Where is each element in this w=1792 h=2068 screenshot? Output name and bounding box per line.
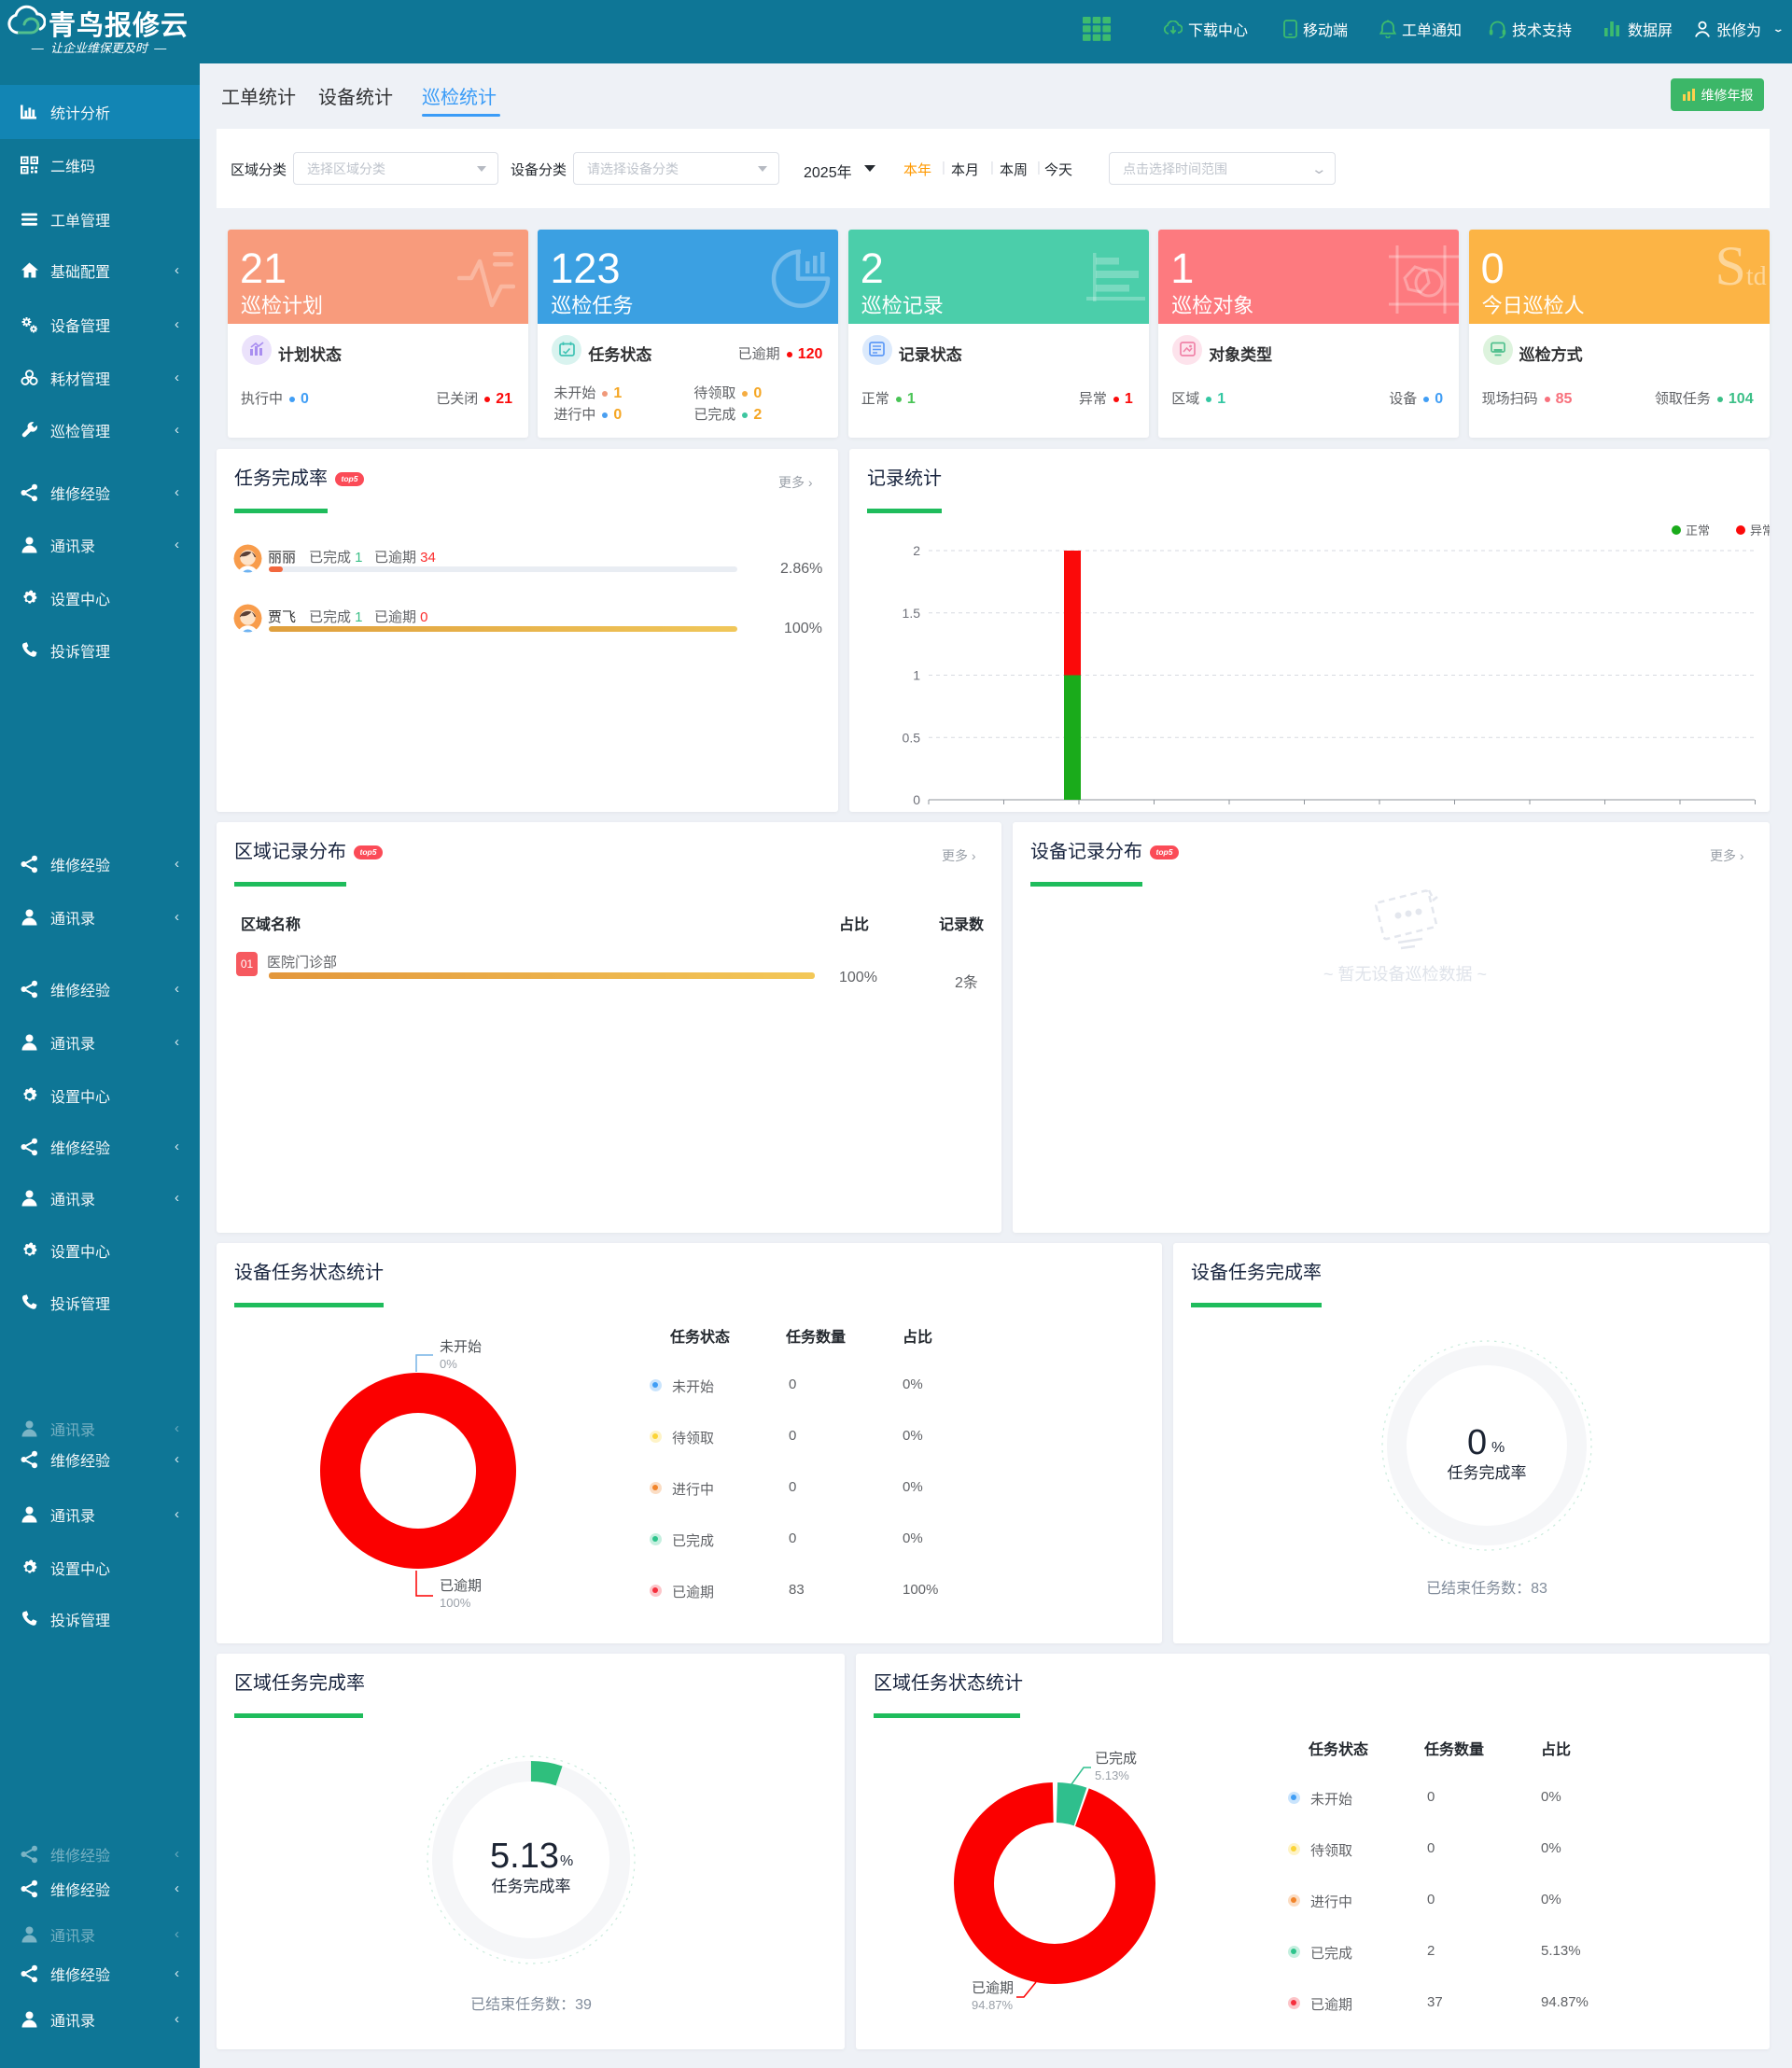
svg-text:任务完成率: 任务完成率	[492, 1878, 571, 1895]
svg-text:已完成: 已完成	[1095, 1751, 1137, 1767]
svg-text:2: 2	[913, 543, 920, 558]
svg-text:0: 0	[1467, 1423, 1487, 1462]
svg-text:异常: 异常	[1750, 524, 1770, 538]
svg-text:已逾期: 已逾期	[440, 1578, 482, 1594]
svg-text:正常: 正常	[1686, 524, 1710, 538]
svg-text:已结束任务数：39: 已结束任务数：39	[470, 1996, 592, 2013]
svg-text:未开始: 未开始	[440, 1339, 482, 1355]
svg-text:任务完成率: 任务完成率	[1448, 1464, 1527, 1482]
svg-text:%: %	[1491, 1440, 1505, 1456]
svg-text:5.13%: 5.13%	[1095, 1768, 1129, 1782]
svg-text:0%: 0%	[440, 1357, 457, 1371]
svg-text:已结束任务数：83: 已结束任务数：83	[1426, 1580, 1547, 1597]
svg-text:94.87%: 94.87%	[972, 1998, 1014, 2012]
svg-text:0: 0	[913, 792, 920, 807]
svg-text:100%: 100%	[440, 1596, 471, 1610]
svg-text:0.5: 0.5	[903, 730, 921, 745]
svg-text:1.5: 1.5	[903, 606, 921, 621]
svg-text:5.13: 5.13	[490, 1837, 559, 1876]
svg-text:已逾期: 已逾期	[972, 1980, 1014, 1996]
svg-text:%: %	[560, 1853, 573, 1869]
svg-text:1: 1	[913, 668, 920, 683]
